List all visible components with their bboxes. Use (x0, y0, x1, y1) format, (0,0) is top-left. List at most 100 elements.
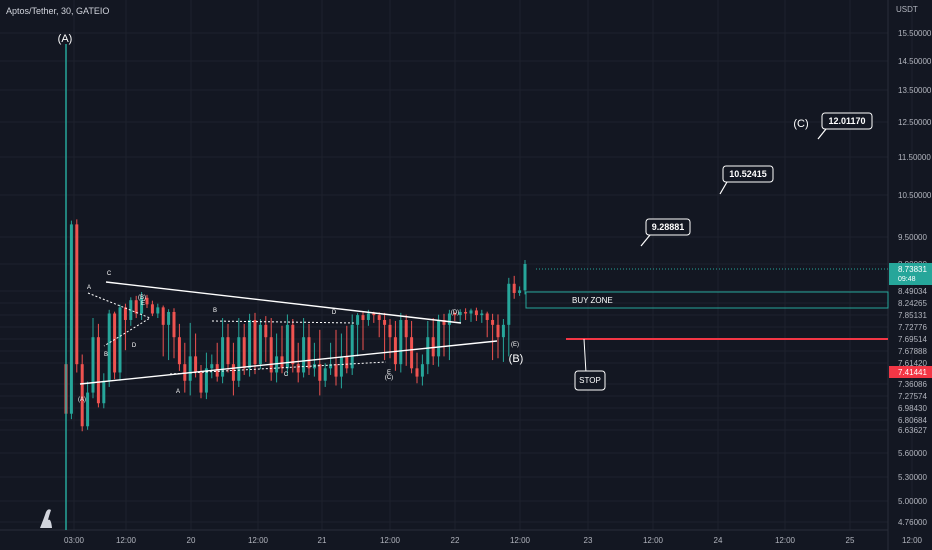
price-tick-label: 8.49034 (898, 287, 927, 296)
candle-body (129, 300, 133, 320)
minor-wave-label: D (332, 310, 337, 316)
buy-zone-box (525, 291, 889, 309)
price-tick-label: 9.50000 (898, 233, 927, 242)
minor-wave-label: (D) (451, 310, 459, 316)
major-wave-label: (C) (793, 118, 808, 130)
price-tick-label: 8.24265 (898, 299, 927, 308)
candle-body (410, 337, 414, 369)
candle-body (485, 313, 489, 320)
major-wave-label: (A) (58, 33, 73, 45)
candle-body (242, 337, 246, 369)
candle-body (302, 337, 306, 373)
candle-body (113, 313, 117, 373)
price-tick-label: 12.50000 (898, 118, 932, 127)
time-tick-label: 22 (451, 536, 460, 545)
candle-body (161, 307, 165, 325)
countdown-label: 09:48 (898, 276, 916, 283)
time-tick-label: 20 (187, 536, 196, 545)
candle-body (474, 310, 478, 316)
price-tick-label: 13.50000 (898, 86, 932, 95)
time-tick-label: 12:00 (116, 536, 137, 545)
candle-body (210, 364, 214, 369)
candle-body (507, 283, 511, 325)
target-label: 9.28881 (652, 222, 685, 232)
candle-body (523, 264, 527, 291)
candle-body (118, 307, 122, 373)
candle-body (480, 313, 484, 316)
candle-body (350, 324, 354, 369)
price-tick-label: 7.69514 (898, 335, 927, 344)
time-tick-label: 03:00 (64, 536, 85, 545)
minor-wave-label: (A) (78, 397, 86, 403)
candle-body (339, 356, 343, 377)
candle-body (285, 324, 289, 369)
candle-body (264, 324, 268, 338)
candle-body (399, 319, 403, 365)
candle-body (296, 364, 300, 373)
candle-body (501, 324, 505, 338)
inner-channel-top (211, 320, 357, 324)
price-tick-label: 7.27574 (898, 392, 927, 401)
candle-body (334, 364, 338, 377)
candle-body (469, 310, 473, 314)
candle-body (91, 337, 95, 393)
candle-body (442, 319, 446, 325)
minor-wave-label: (C) (385, 375, 393, 381)
price-tick-label: 5.60000 (898, 449, 927, 458)
minor-wave-label: A (176, 389, 180, 395)
inner-channel-bottom (169, 361, 387, 375)
time-tick-label: 12:00 (902, 536, 923, 545)
stop-price-tag (889, 366, 932, 378)
minor-wave-label: (B) (138, 295, 146, 301)
price-tick-label: 15.50000 (898, 29, 932, 38)
price-tick-label: 4.76000 (898, 518, 927, 527)
candle-body (420, 364, 424, 377)
target-box (821, 112, 873, 130)
candle-body (140, 297, 144, 314)
last-price-tag (889, 263, 932, 285)
triangle-lower-line (79, 340, 498, 385)
candle-body (80, 364, 84, 427)
candle-body (69, 224, 73, 414)
minor-wave-label: C (284, 372, 289, 378)
candle-body (75, 224, 79, 365)
candle-body (231, 364, 235, 381)
price-tick-label: 6.63627 (898, 426, 927, 435)
candle-body (356, 315, 360, 325)
candle-body (453, 313, 457, 316)
candle-body (172, 311, 176, 338)
time-tick-label: 12:00 (643, 536, 664, 545)
candle-body (437, 319, 441, 357)
candle-body (221, 337, 225, 377)
candle-body (177, 337, 181, 365)
price-tick-label: 5.00000 (898, 497, 927, 506)
candle-body (318, 364, 322, 381)
minor-wave-label: C (107, 271, 112, 277)
candle-body (237, 337, 241, 381)
candle-body (86, 392, 90, 427)
candle-body (156, 307, 160, 314)
candle-body (183, 364, 187, 381)
price-tick-label: 14.50000 (898, 57, 932, 66)
candle-body (415, 368, 419, 377)
minor-wave-label: D (132, 343, 137, 349)
time-tick-label: 24 (714, 536, 723, 545)
candle-body (426, 337, 430, 365)
candle-body (204, 368, 208, 393)
minor-wave-label: E (387, 370, 391, 376)
candle-body (464, 311, 468, 314)
candle-body (518, 290, 522, 293)
candle-body (107, 313, 111, 381)
time-tick-label: 12:00 (510, 536, 531, 545)
time-tick-label: 25 (846, 536, 855, 545)
major-wave-label: (B) (509, 353, 524, 365)
time-tick-label: 21 (318, 536, 327, 545)
candle-body (280, 356, 284, 369)
time-tick-label: 12:00 (248, 536, 269, 545)
candle-body (361, 315, 365, 320)
candle-body (377, 315, 381, 320)
candle-body (96, 337, 100, 404)
price-tick-label: 5.30000 (898, 473, 927, 482)
